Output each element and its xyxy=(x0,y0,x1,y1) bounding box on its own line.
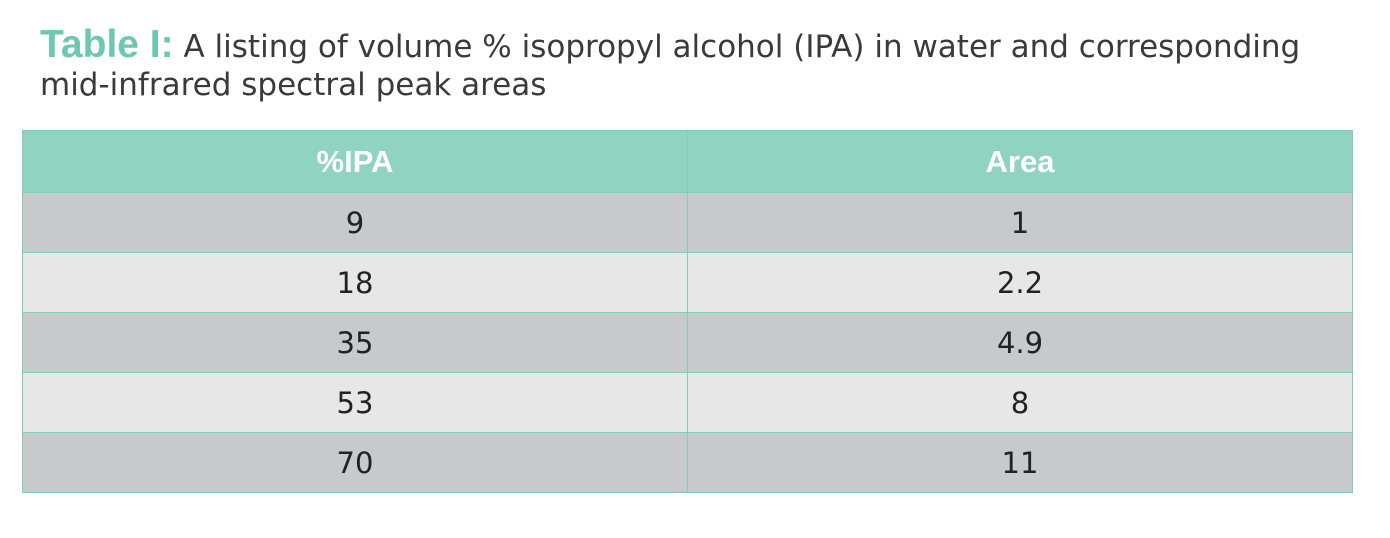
cell-ipa: 35 xyxy=(22,312,688,373)
cell-ipa: 9 xyxy=(22,192,688,253)
cell-area: 8 xyxy=(687,372,1353,433)
cell-ipa: 70 xyxy=(22,432,688,493)
header-row: %IPA Area xyxy=(22,130,1353,193)
column-header-area: Area xyxy=(687,130,1353,193)
table-row: 35 4.9 xyxy=(22,312,1353,373)
cell-area: 2.2 xyxy=(687,252,1353,313)
cell-ipa: 18 xyxy=(22,252,688,313)
data-table: %IPA Area 9 1 18 2.2 35 4.9 53 8 70 11 xyxy=(22,130,1353,493)
cell-area: 4.9 xyxy=(687,312,1353,373)
cell-area: 1 xyxy=(687,192,1353,253)
caption-text: A listing of volume % isopropyl alcohol … xyxy=(40,29,1301,103)
cell-ipa: 53 xyxy=(22,372,688,433)
column-header-ipa: %IPA xyxy=(22,130,688,193)
table-row: 18 2.2 xyxy=(22,252,1353,313)
table-label: Table I: xyxy=(40,23,174,66)
table-row: 9 1 xyxy=(22,192,1353,253)
table-caption: Table I: A listing of volume % isopropyl… xyxy=(40,23,1340,104)
table-row: 53 8 xyxy=(22,372,1353,433)
table-row: 70 11 xyxy=(22,432,1353,493)
cell-area: 11 xyxy=(687,432,1353,493)
